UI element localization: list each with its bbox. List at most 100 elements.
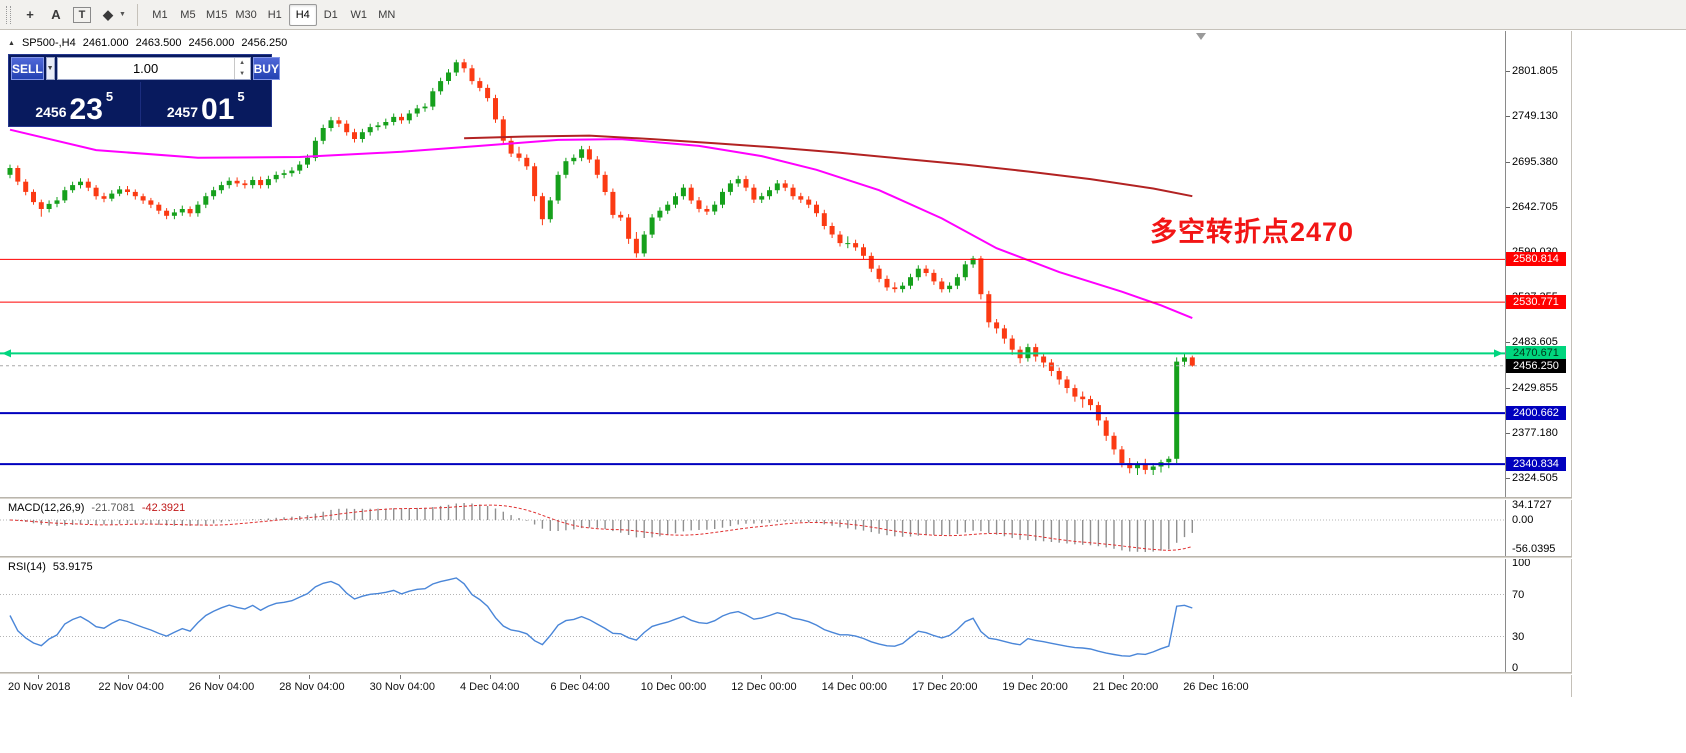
time-axis-tick [218, 675, 220, 679]
time-axis-label: 28 Nov 04:00 [279, 681, 345, 693]
time-axis-tick [309, 675, 311, 679]
label-tool-icon[interactable]: A [51, 7, 61, 22]
price-axis-label: 2642.705 [1512, 200, 1558, 213]
chart-annotation-text[interactable]: 多空转折点2470 [1150, 217, 1355, 247]
bid-main: 2456 [35, 104, 67, 120]
price-axis-tick [1506, 206, 1510, 208]
rsi-scale-label: 70 [1512, 588, 1525, 601]
price-axis-tick [1506, 251, 1510, 253]
dropdown-icon: ▼ [46, 65, 54, 72]
time-axis-label: 12 Dec 00:00 [731, 681, 797, 693]
timeframe-button-m1[interactable]: M1 [152, 8, 168, 21]
chart-high-value: 2463.500 [135, 37, 182, 49]
time-axis-label: 19 Dec 20:00 [1002, 681, 1068, 693]
volume-decrease-button[interactable]: ▼ [239, 70, 246, 77]
sell-button[interactable]: SELL [11, 57, 44, 80]
macd-signal-value: -42.3921 [141, 502, 186, 514]
timeframe-button-h4[interactable]: H4 [288, 3, 317, 26]
price-axis-label: 2749.130 [1512, 109, 1558, 122]
rsi-value: 53.9175 [52, 561, 93, 573]
volume-stepper: ▲ ▼ [233, 58, 250, 79]
buy-button[interactable]: BUY [252, 57, 280, 80]
price-axis-tick [1506, 478, 1510, 479]
toolbar-grip[interactable] [6, 5, 11, 24]
pane-splitter-macd-rsi[interactable] [0, 556, 1572, 559]
time-axis-tick [1213, 675, 1215, 679]
time-axis-tick [942, 675, 943, 679]
price-axis-tick [1506, 71, 1510, 72]
time-axis-label: 14 Dec 00:00 [821, 681, 888, 693]
macd-label: MACD(12,26,9) -21.7081 -42.3921 [8, 502, 185, 514]
timeframe-button-h1[interactable]: H1 [267, 8, 282, 21]
time-axis-tick [670, 675, 672, 679]
chart-open-value: 2461.000 [82, 37, 129, 49]
price-axis-label: 2324.505 [1512, 472, 1558, 484]
time-axis-tick [1122, 675, 1124, 679]
price-axis-label: 2483.605 [1512, 336, 1558, 349]
ask-fraction: 5 [237, 89, 245, 104]
current-price-label: 2456.250 [1506, 358, 1566, 373]
price-scale[interactable]: 2801.8052749.1302695.3802642.7052590.030… [1506, 31, 1572, 675]
time-axis-tick [580, 675, 582, 679]
text-tool-icon[interactable]: T [73, 6, 91, 23]
chart-ohlc-header: ▲ SP500-,H4 2461.000 2463.500 2456.000 2… [8, 37, 287, 49]
chart-shift-marker-icon[interactable] [1196, 33, 1206, 40]
price-line-label: 2580.814 [1506, 252, 1566, 267]
time-axis-tick [490, 675, 491, 679]
timeframe-button-mn[interactable]: MN [378, 8, 396, 21]
price-line-label: 2340.834 [1506, 457, 1566, 472]
rsi-name: RSI(14) [8, 561, 46, 573]
bid-pips: 23 [69, 92, 103, 126]
chart-window-right-border [1571, 31, 1572, 697]
price-axis-label: 2695.380 [1512, 155, 1558, 168]
time-axis-label: 30 Nov 04:00 [369, 681, 436, 693]
time-axis-label: 22 Nov 04:00 [98, 681, 164, 693]
price-axis-label: 2429.855 [1512, 382, 1558, 395]
shapes-tool-icon[interactable]: ◆ [103, 6, 113, 22]
time-axis-label: 21 Dec 20:00 [1092, 681, 1159, 693]
time-axis-label: 26 Dec 16:00 [1183, 681, 1249, 693]
timeframe-button-m5[interactable]: M5 [180, 8, 196, 21]
shapes-tool-dropdown-icon[interactable]: ▼ [119, 11, 126, 18]
macd-main-value: -21.7081 [91, 502, 135, 514]
price-axis-tick [1506, 388, 1510, 390]
ask-pips: 01 [201, 92, 235, 126]
timeframe-button-m30[interactable]: M30 [235, 8, 257, 21]
price-axis-label: 2801.805 [1512, 65, 1558, 77]
macd-name: MACD(12,26,9) [8, 502, 85, 514]
volume-input[interactable] [57, 58, 234, 79]
pane-splitter-rsi-timeaxis[interactable] [0, 672, 1572, 675]
rsi-indicator-canvas[interactable] [0, 559, 1505, 672]
top-toolbar: + A T ◆ ▼ M1 M5 M15 M30 H1 H4 D1 W1 MN [0, 0, 1686, 30]
rsi-scale-label: 0 [1512, 662, 1519, 674]
timeframe-button-d1[interactable]: D1 [323, 8, 338, 21]
time-axis-tick [761, 675, 763, 679]
timeframe-button-w1[interactable]: W1 [350, 8, 368, 21]
ask-price: 2457 01 5 [141, 82, 272, 126]
volume-increase-button[interactable]: ▲ [239, 60, 246, 67]
price-line-label: 2470.671 [1506, 346, 1566, 361]
pane-splitter-main-macd[interactable] [0, 497, 1572, 500]
chart-low-value: 2456.000 [188, 37, 235, 49]
crosshair-tool-icon[interactable]: + [26, 7, 34, 22]
time-axis-tick [399, 675, 401, 679]
macd-indicator-canvas[interactable] [0, 500, 1505, 556]
time-axis[interactable]: 20 Nov 2018 22 Nov 04:00 26 Nov 04:00 28 No… [0, 675, 1572, 697]
price-line-label: 2400.662 [1506, 406, 1566, 421]
price-scale-border [1505, 31, 1506, 675]
time-axis-label: 26 Nov 04:00 [188, 681, 255, 693]
chart-symbol-icon: ▲ [8, 39, 15, 47]
price-axis-tick [1506, 342, 1510, 344]
time-axis-tick [38, 675, 39, 679]
rsi-scale-label: 100 [1512, 557, 1531, 569]
macd-scale-label: 0.00 [1512, 513, 1534, 526]
price-axis-label: 2377.180 [1512, 427, 1558, 440]
price-axis-tick [1506, 115, 1510, 117]
volume-dropdown-button[interactable]: ▼ [45, 57, 55, 80]
time-axis-tick [128, 675, 130, 679]
chart-symbol-period: SP500-,H4 [21, 37, 76, 49]
price-axis-tick [1506, 161, 1510, 163]
volume-field: ▲ ▼ [56, 57, 251, 80]
chart-close-value: 2456.250 [241, 37, 288, 49]
timeframe-button-m15[interactable]: M15 [205, 8, 228, 21]
